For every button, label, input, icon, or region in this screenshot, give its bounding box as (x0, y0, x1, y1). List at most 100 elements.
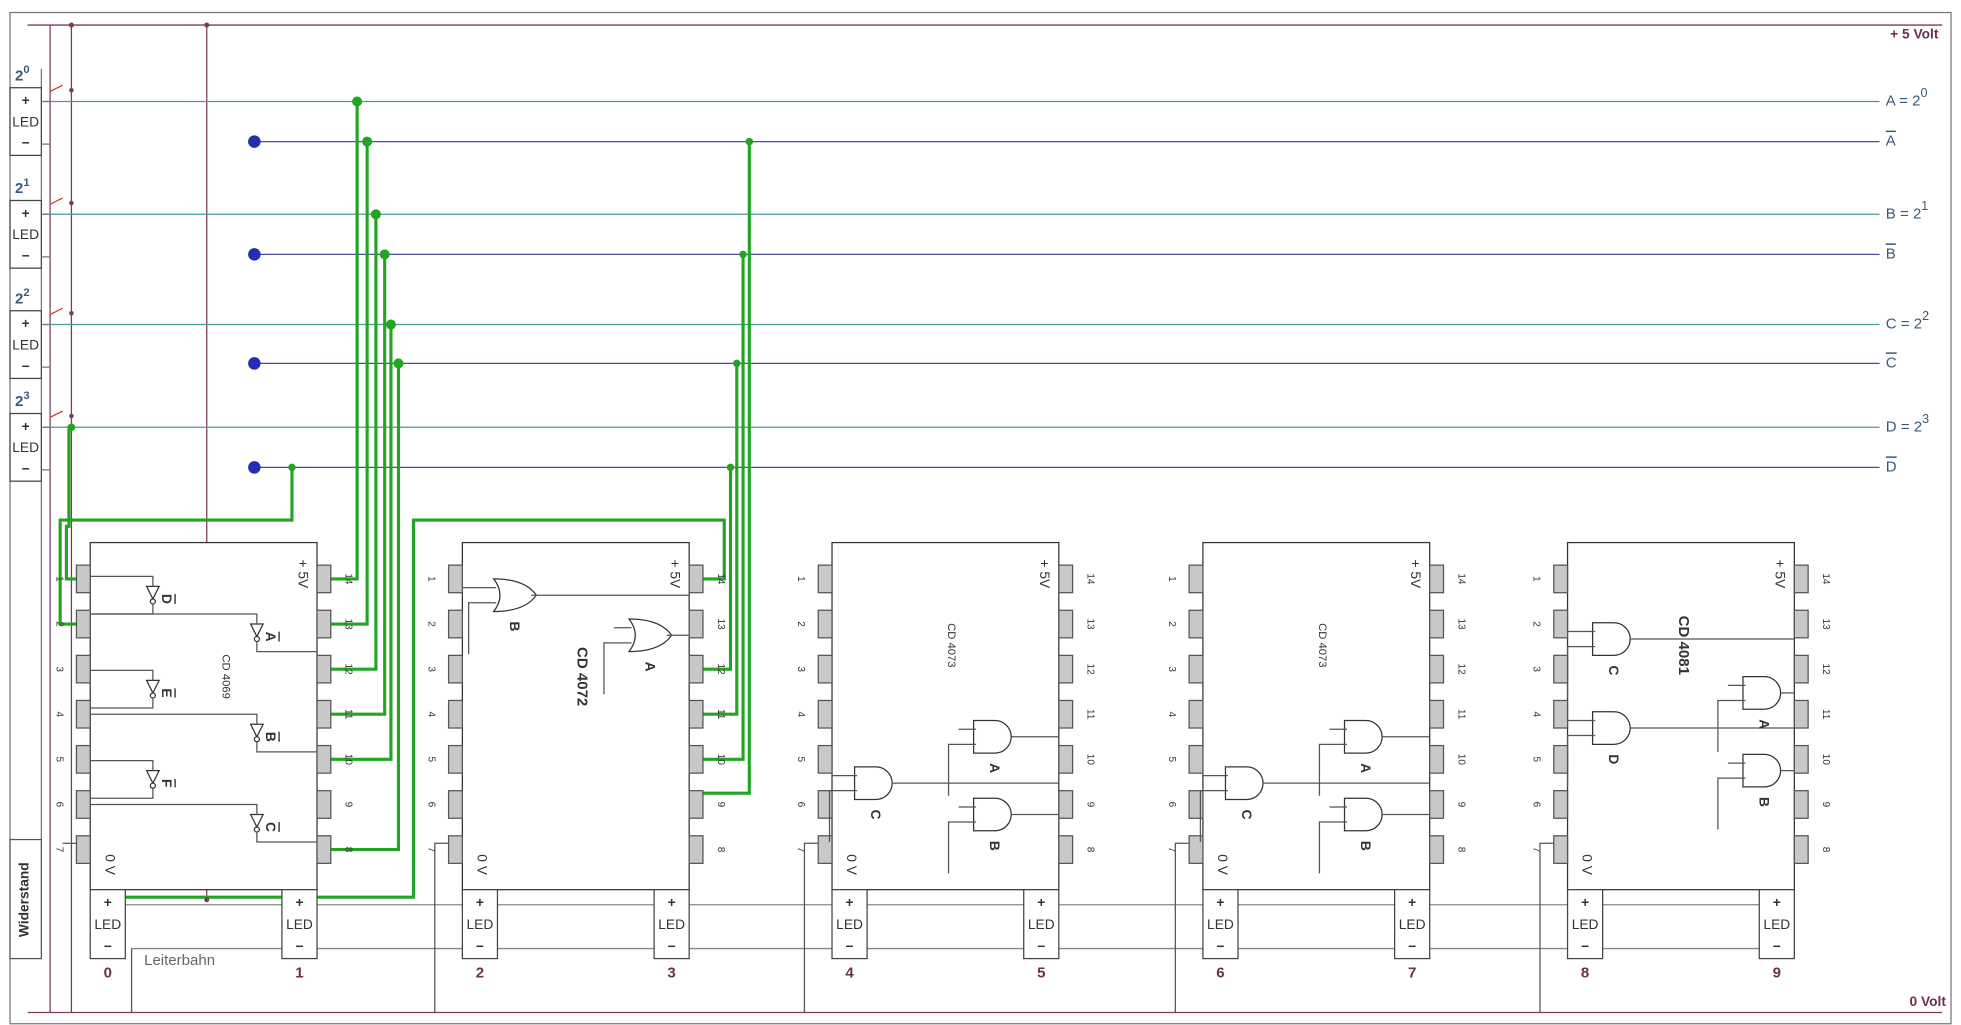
pin-number: 10 (1455, 754, 1466, 766)
pin (1188, 699, 1204, 729)
pin (1553, 564, 1569, 594)
pin (817, 744, 833, 774)
pin (75, 564, 91, 594)
pin (1058, 699, 1074, 729)
line-sup: 0 (1920, 86, 1927, 100)
frame (9, 11, 1952, 1025)
junction (204, 897, 210, 903)
wire (828, 790, 858, 843)
pin-number: 12 (343, 664, 354, 676)
switch (49, 410, 63, 418)
led-minus: − (1773, 939, 1781, 954)
green-wire (330, 324, 393, 761)
led-label: LED (12, 440, 39, 455)
pin (1429, 699, 1445, 729)
pin-number: 1 (1531, 576, 1542, 582)
and-gate (1224, 766, 1264, 801)
output-number: 0 (104, 965, 112, 982)
pin (1429, 835, 1445, 864)
inverter-bubble (253, 736, 261, 743)
led-label: LED (12, 114, 39, 129)
junction (385, 319, 396, 330)
wire (1199, 790, 1228, 843)
pin (688, 654, 704, 684)
wire (1566, 645, 1596, 698)
led (9, 87, 42, 157)
led-plus: + (22, 316, 30, 331)
pin (688, 564, 704, 594)
pin-number: 12 (1455, 664, 1466, 676)
junction (726, 463, 735, 472)
and-gate (853, 766, 893, 801)
line-label: C (1886, 354, 1897, 371)
pin (1793, 609, 1809, 639)
input-base: 2 (15, 180, 23, 197)
pin (316, 699, 332, 729)
pin (817, 609, 833, 639)
chip-name: CD 4069 (220, 654, 232, 698)
led-label: LED (467, 917, 494, 932)
led-minus: − (22, 462, 30, 477)
chip-body (89, 541, 318, 891)
and-gate (1591, 711, 1631, 745)
pin-number: 8 (343, 847, 354, 853)
led-minus: − (846, 939, 854, 954)
gate-label: D (159, 594, 174, 604)
wire (90, 669, 154, 681)
pin-number: 5 (795, 757, 806, 763)
pin-number: 6 (425, 802, 436, 808)
line-text: B (1886, 245, 1896, 262)
pin (1429, 564, 1445, 594)
chip-name: CD 4081 (1675, 616, 1692, 675)
pin-number: 4 (795, 711, 806, 717)
pin-number: 5 (425, 757, 436, 763)
led-minus: − (1581, 939, 1589, 954)
led-minus: − (668, 939, 676, 954)
wire (1566, 734, 1596, 787)
junction (352, 96, 363, 107)
pin-number: 12 (1084, 664, 1095, 676)
input-base: 2 (15, 67, 23, 84)
or-gate (492, 578, 538, 613)
wire (947, 821, 977, 874)
rail-zero-label: 0 Volt (1909, 994, 1946, 1009)
gate-label: B (507, 622, 522, 632)
pin (1058, 609, 1074, 639)
pin (1188, 790, 1204, 819)
pin-number: 14 (1455, 573, 1466, 585)
pin-number: 7 (1166, 847, 1177, 853)
inverter-bubble (253, 635, 261, 643)
pin (1793, 744, 1809, 774)
line-label: B (1886, 245, 1896, 262)
led (281, 889, 318, 960)
led (831, 889, 868, 960)
gate-label: B (1756, 797, 1771, 807)
pin (1793, 835, 1809, 864)
pin (447, 654, 463, 684)
pin-number: 8 (1820, 847, 1831, 853)
led-label: LED (836, 917, 863, 932)
wire (90, 713, 258, 725)
pin-number: 13 (1820, 618, 1831, 630)
pin-number: 6 (53, 802, 64, 808)
pin-number: 11 (1820, 709, 1831, 720)
chip-name: CD 4072 (573, 647, 590, 706)
line-dot (248, 461, 261, 474)
pin (1188, 654, 1204, 684)
pin (1058, 744, 1074, 774)
vdd-label: + 5V (667, 560, 682, 590)
gnd-label: 0 V (844, 854, 859, 875)
line-label: C = 22 (1886, 309, 1929, 332)
led-minus: − (476, 939, 484, 954)
pin-number: 14 (715, 573, 726, 585)
green-wire (701, 141, 751, 795)
led (1202, 889, 1239, 960)
wire (90, 788, 154, 799)
pin-number: 10 (1084, 754, 1095, 766)
pin-number: 5 (1531, 757, 1542, 763)
pin (817, 790, 833, 819)
pin (447, 835, 463, 864)
wire (90, 613, 258, 625)
pin (1188, 835, 1204, 864)
